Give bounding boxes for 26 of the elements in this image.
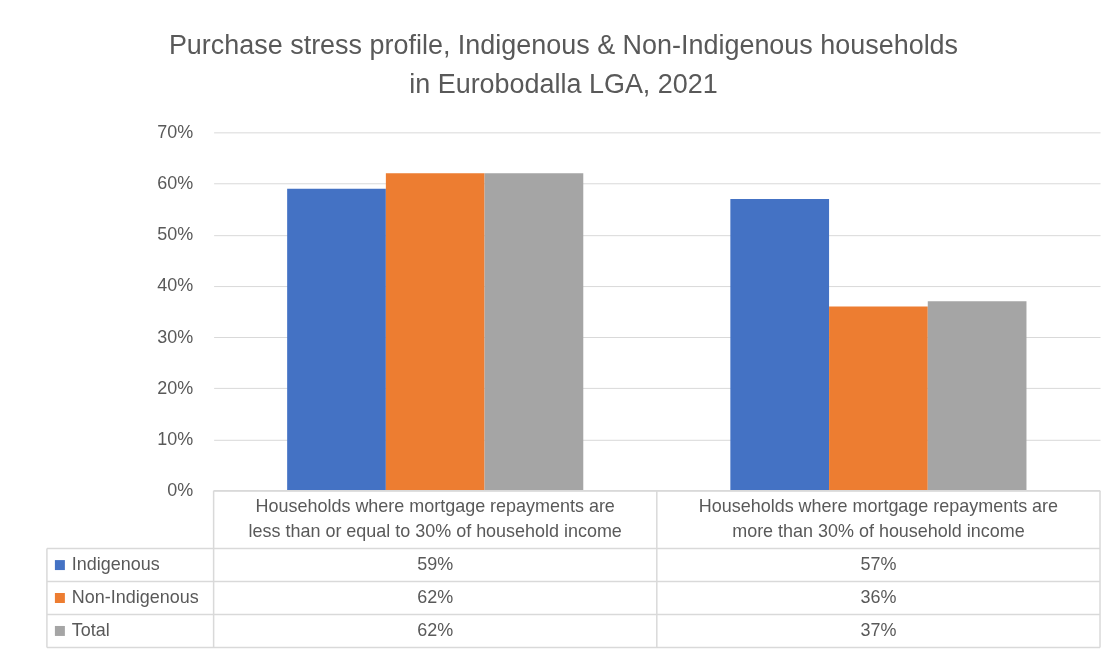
bar bbox=[927, 301, 1027, 491]
y-tick-label: 10% bbox=[157, 429, 194, 450]
y-tick-label: 20% bbox=[157, 377, 194, 398]
legend-label: Indigenous bbox=[71, 554, 160, 575]
data-label: 59% bbox=[417, 554, 454, 575]
y-tick-label: 50% bbox=[157, 224, 194, 245]
y-tick-label: 70% bbox=[157, 121, 194, 142]
bar bbox=[730, 198, 830, 491]
legend-label: Non-Indigenous bbox=[71, 587, 199, 608]
data-label: 62% bbox=[417, 619, 454, 640]
x-tick-label: Households where mortgage repayments are less than or equal to 30% of household income bbox=[248, 496, 622, 542]
x-tick-label: Households where mortgage repayments are more than 30% of household income bbox=[698, 496, 1059, 542]
data-label: 37% bbox=[860, 619, 897, 640]
bar bbox=[484, 173, 584, 491]
y-tick-label: 40% bbox=[157, 275, 194, 296]
bar bbox=[287, 188, 386, 491]
data-label: 36% bbox=[860, 587, 897, 608]
y-tick-label: 30% bbox=[157, 326, 194, 347]
y-tick-label: 60% bbox=[157, 173, 194, 194]
chart-title: Purchase stress profile, Indigenous & Non-Indigenous households in Eurobodalla LGA, 2021 bbox=[168, 30, 959, 100]
y-tick-label: 0% bbox=[167, 480, 194, 501]
data-label: 62% bbox=[417, 587, 454, 608]
data-label: 57% bbox=[860, 554, 897, 575]
legend-label: Total bbox=[71, 619, 110, 640]
bar bbox=[829, 306, 928, 491]
bar bbox=[385, 173, 485, 491]
